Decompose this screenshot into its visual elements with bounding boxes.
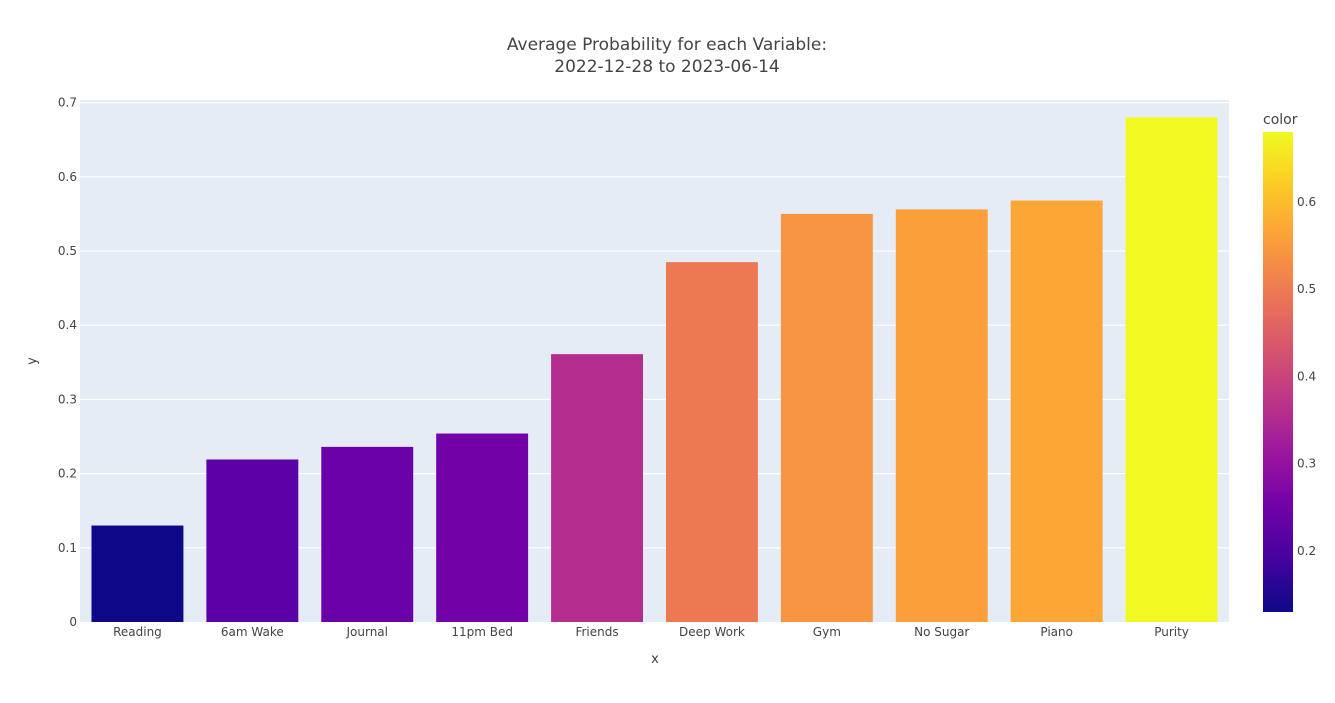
colorbar-tick-label: 0.4 (1297, 369, 1316, 383)
x-tick-label: Piano (1040, 625, 1073, 639)
y-tick-label: 0.3 (58, 392, 77, 406)
bar (780, 213, 873, 623)
y-tick-label: 0 (69, 615, 77, 629)
bar (895, 209, 988, 623)
y-tick-label: 0.1 (58, 541, 77, 555)
bars (91, 117, 1218, 623)
chart-title-line-1: Average Probability for each Variable: (507, 35, 827, 55)
colorbar (1263, 132, 1293, 612)
x-tick-label: 11pm Bed (451, 625, 513, 639)
y-axis-ticks: 0 0.1 0.2 0.3 0.4 0.5 0.6 0.7 (58, 96, 77, 629)
colorbar-tick-label: 0.3 (1297, 457, 1316, 471)
bar (91, 525, 184, 622)
x-tick-label: Reading (113, 625, 162, 639)
y-tick-label: 0.6 (58, 170, 77, 184)
x-tick-label: Gym (813, 625, 841, 639)
colorbar-tick-label: 0.2 (1297, 544, 1316, 558)
bar (436, 433, 529, 622)
x-tick-label: 6am Wake (221, 625, 284, 639)
bar (1125, 117, 1218, 622)
bar (206, 459, 299, 622)
y-tick-label: 0.7 (58, 96, 77, 110)
x-tick-label: Friends (575, 625, 618, 639)
colorbar-ticks: 0.2 0.3 0.4 0.5 0.6 (1297, 195, 1316, 558)
y-tick-label: 0.5 (58, 244, 77, 258)
x-tick-label: Journal (345, 625, 388, 639)
x-tick-label: No Sugar (914, 625, 969, 639)
x-axis-ticks: Reading 6am Wake Journal 11pm Bed Friends Dee… (113, 625, 1189, 639)
bar (321, 446, 414, 622)
colorbar-tick-label: 0.5 (1297, 282, 1316, 296)
bar (551, 354, 644, 622)
x-tick-label: Purity (1154, 625, 1189, 639)
colorbar-title: color (1263, 112, 1298, 128)
bar (665, 262, 758, 622)
bar (1010, 200, 1103, 623)
y-tick-label: 0.4 (58, 318, 77, 332)
y-tick-label: 0.2 (58, 467, 77, 481)
x-tick-label: Deep Work (679, 625, 745, 639)
colorbar-tick-label: 0.6 (1297, 195, 1316, 209)
y-axis-title: y (25, 357, 40, 365)
x-axis-title: x (651, 652, 659, 667)
chart-title-line-2: 2022-12-28 to 2023-06-14 (554, 57, 779, 77)
